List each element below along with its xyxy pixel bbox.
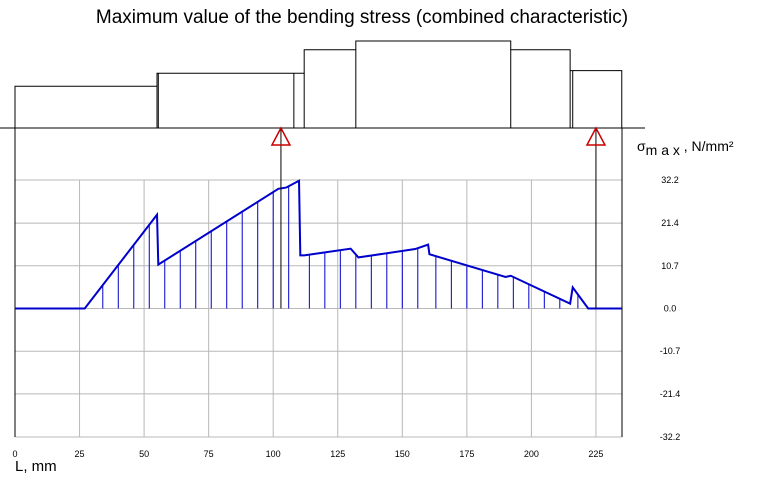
y-tick-label: -32.2 <box>660 432 681 442</box>
axis-frame <box>0 127 645 437</box>
x-tick-label: 175 <box>459 449 474 459</box>
y-tick-label: 10.7 <box>661 261 679 271</box>
shaft-outline <box>14 40 623 128</box>
support-triangle-icon <box>270 126 292 146</box>
y-axis-symbol: σ <box>637 138 646 154</box>
series-line <box>15 179 622 310</box>
y-axis-separator: , <box>680 138 692 154</box>
supports <box>270 126 607 309</box>
x-tick-label: 25 <box>75 449 85 459</box>
stress-curve <box>15 179 622 310</box>
y-axis-unit: N/mm² <box>692 138 734 154</box>
x-tick-label: 125 <box>330 449 345 459</box>
y-tick-label: 0.0 <box>664 304 677 314</box>
x-tick-label: 200 <box>524 449 539 459</box>
y-tick-labels: 32.2 21.4 10.7 0.0 -10.7 -21.4 -32.2 <box>660 175 681 442</box>
y-tick-label: -10.7 <box>660 346 681 356</box>
x-tick-label: 100 <box>266 449 281 459</box>
grid <box>15 179 622 438</box>
x-tick-labels: 0 25 50 75 100 125 150 175 200 225 <box>12 449 603 459</box>
y-tick-label: 32.2 <box>661 175 679 185</box>
x-tick-label: 50 <box>139 449 149 459</box>
x-tick-label: 75 <box>204 449 214 459</box>
x-tick-label: 0 <box>12 449 17 459</box>
support-triangle-icon <box>585 126 607 146</box>
x-tick-label: 150 <box>395 449 410 459</box>
y-tick-label: 21.4 <box>661 218 679 228</box>
chart-title: Maximum value of the bending stress (com… <box>96 7 628 28</box>
shaft-profile <box>14 40 623 128</box>
y-axis-subscript: m a x <box>646 142 680 158</box>
hatch-lines <box>102 186 579 309</box>
x-tick-label: 225 <box>588 449 603 459</box>
y-axis-label: σm a x , N/mm² <box>637 138 734 158</box>
x-axis-label: L, mm <box>15 458 57 475</box>
y-tick-label: -21.4 <box>660 389 681 399</box>
